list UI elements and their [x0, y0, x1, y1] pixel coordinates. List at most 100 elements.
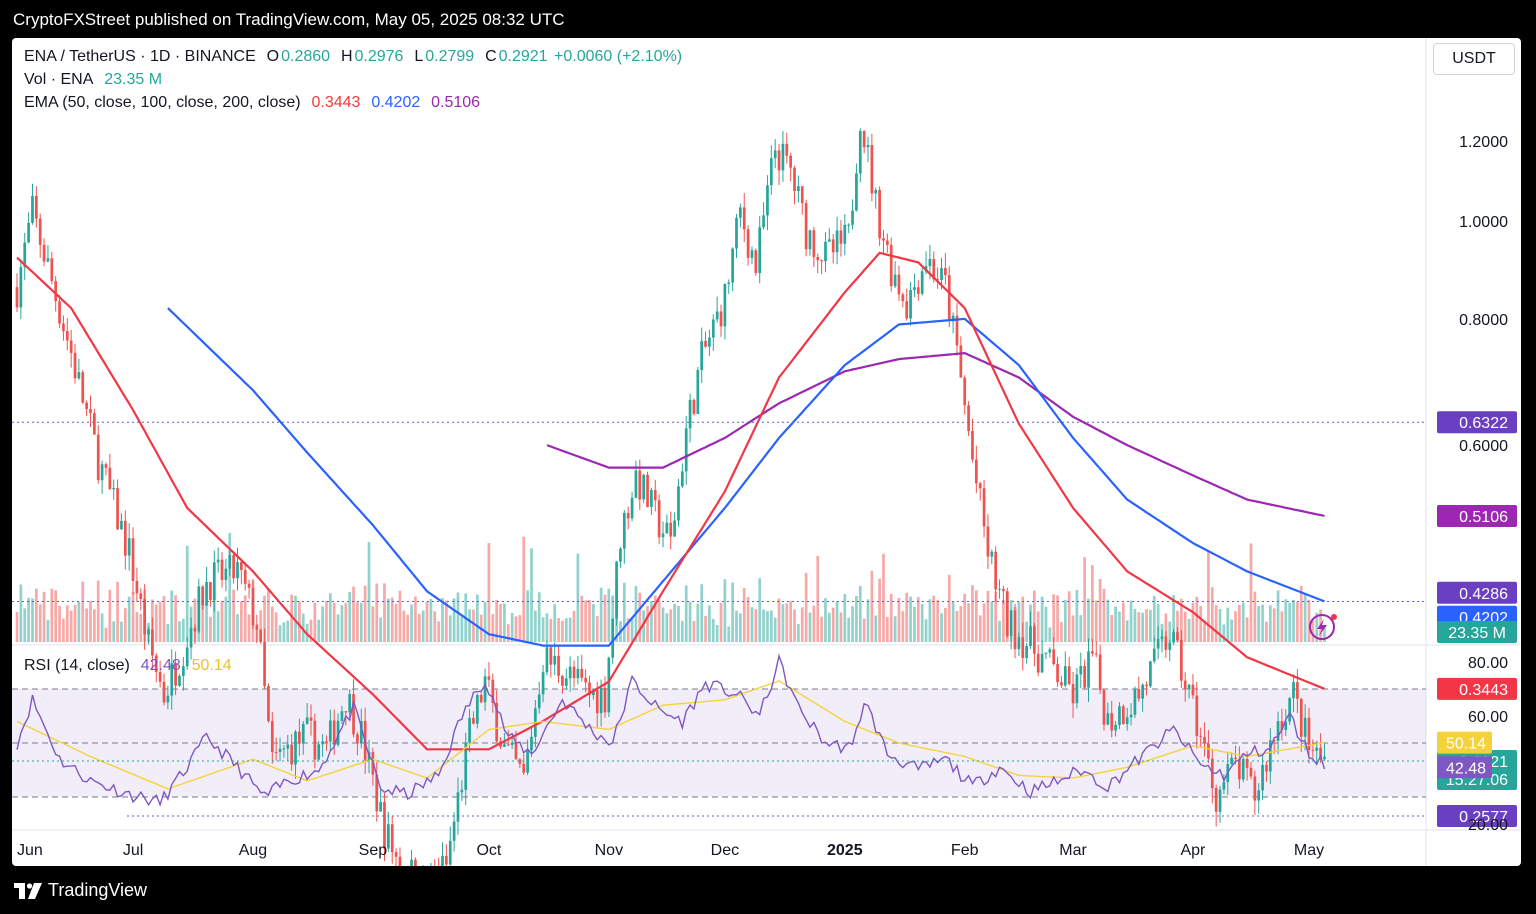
time-tick-label: Aug — [239, 842, 267, 859]
candle-body — [340, 711, 344, 721]
volume-bar — [491, 614, 495, 642]
currency-selector[interactable]: USDT — [1433, 43, 1515, 75]
volume-bar — [653, 595, 657, 642]
rsi-label: RSI (14, close) — [24, 657, 130, 674]
candle-body — [1083, 666, 1086, 688]
candle-body — [1110, 713, 1114, 731]
volume-bar — [824, 598, 827, 642]
candle-body — [1036, 653, 1040, 673]
volume-bar — [1125, 620, 1129, 642]
volume-bar — [344, 603, 348, 642]
volume-bar — [522, 536, 526, 642]
volume-bar — [955, 610, 959, 642]
candle-body — [642, 474, 646, 500]
ema100-line — [167, 307, 1325, 647]
volume-bar — [437, 621, 440, 642]
candle-body — [812, 230, 816, 258]
volume-bar — [181, 618, 185, 642]
candle-body — [1191, 684, 1195, 696]
candle-body — [73, 352, 77, 379]
volume-bar — [719, 602, 723, 642]
volume-bar — [669, 609, 673, 642]
candle-body — [777, 150, 781, 171]
price-tag-label: 0.2577 — [1459, 809, 1508, 826]
candle-body — [1156, 638, 1160, 649]
candle-body — [1094, 653, 1098, 655]
price-chart-canvas[interactable]: 1.20001.00000.80000.60000.40000.00000.63… — [12, 38, 1521, 866]
candle-body — [974, 459, 978, 484]
volume-bar — [15, 611, 19, 642]
volume-bar — [232, 589, 235, 642]
candle-body — [1005, 591, 1009, 636]
candle-body — [650, 490, 653, 507]
candle-body — [920, 271, 924, 294]
candle-body — [270, 721, 274, 753]
volume-bar — [166, 623, 170, 642]
volume-bar — [81, 581, 85, 642]
volume-bar — [677, 605, 680, 642]
candle-body — [998, 588, 1001, 590]
volume-bar — [85, 608, 88, 642]
candle-body — [692, 399, 696, 414]
volume-bar — [1079, 615, 1083, 642]
volume-bar — [475, 594, 479, 642]
volume-bar — [50, 588, 54, 642]
volume-bar — [514, 616, 518, 642]
candle-body — [607, 657, 611, 713]
candle-body — [967, 405, 970, 432]
volume-bar — [34, 588, 38, 642]
volume-bar — [1036, 611, 1040, 642]
candle-body — [827, 239, 831, 242]
candle-body — [700, 340, 704, 371]
volume-bar — [827, 612, 831, 642]
volume-bar — [139, 613, 143, 642]
candle-body — [394, 852, 398, 857]
volume-bar — [1261, 604, 1264, 642]
chart-panel[interactable]: 1.20001.00000.80000.60000.40000.00000.63… — [12, 38, 1521, 866]
candle-body — [978, 483, 982, 489]
candle-body — [673, 520, 676, 537]
volume-bar — [673, 603, 676, 642]
candle-body — [1257, 790, 1261, 801]
volume-bar — [429, 599, 433, 642]
price-tag — [1437, 411, 1517, 434]
candle-body — [228, 554, 232, 569]
candle-body — [1160, 636, 1164, 639]
volume-bar — [820, 616, 823, 642]
candle-body — [116, 488, 119, 530]
time-tick-label: Dec — [711, 842, 739, 859]
candle-body — [1292, 682, 1295, 699]
volume-bar — [661, 607, 665, 642]
volume-bar — [727, 626, 731, 642]
volume-bar — [1164, 613, 1168, 642]
volume-bar — [1311, 620, 1315, 642]
volume-bar — [994, 591, 998, 642]
candle-body — [1253, 776, 1257, 801]
candle-body — [564, 678, 568, 686]
candle-body — [1063, 666, 1067, 686]
volume-bar — [580, 595, 584, 642]
volume-bar — [1075, 589, 1079, 642]
candle-body — [1218, 789, 1222, 812]
candle-body — [96, 434, 100, 481]
volume-bar — [340, 605, 344, 642]
candle-body — [448, 840, 452, 865]
candle-body — [224, 568, 228, 580]
candle-body — [781, 143, 785, 171]
volume-bar — [1017, 601, 1021, 642]
volume-bar — [383, 583, 386, 642]
candle-body — [619, 548, 622, 562]
candle-body — [65, 331, 69, 341]
volume-bar — [886, 616, 889, 642]
candle-body — [472, 717, 475, 724]
volume-bar — [882, 553, 885, 642]
candle-body — [1222, 782, 1226, 790]
rsi-tick-label: 60.00 — [1468, 709, 1508, 726]
candle-body — [475, 695, 479, 724]
candle-body — [522, 763, 526, 773]
volume-bar — [73, 604, 77, 642]
candle-body — [1179, 639, 1183, 681]
volume-bar — [425, 601, 429, 642]
volume-bar — [216, 611, 220, 642]
volume-bar — [220, 600, 224, 642]
